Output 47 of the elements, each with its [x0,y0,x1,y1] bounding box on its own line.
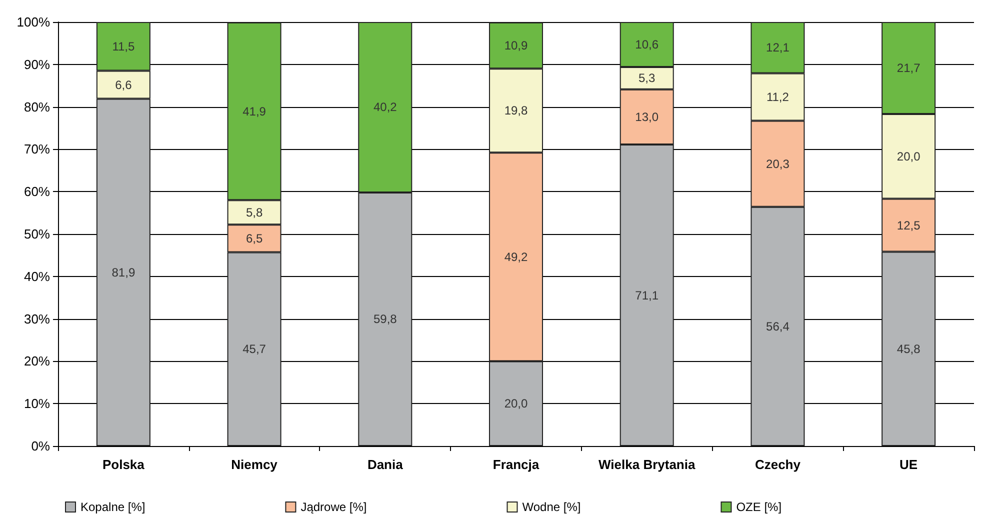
data-label: 41,9 [242,104,266,118]
y-tick-label: 10% [24,396,50,412]
legend-label: Wodne [%] [522,500,581,514]
y-tick-label: 50% [24,226,50,242]
data-label: 10,6 [635,37,659,52]
data-label: 71,1 [635,288,659,302]
data-label: 40,2 [373,100,398,114]
data-label: 13,0 [635,110,659,124]
data-label: 49,2 [504,250,528,264]
data-label: 10,9 [504,38,528,53]
x-tick-label: Dania [367,457,404,472]
y-tick-label: 0% [31,438,50,454]
data-label: 6,6 [115,78,132,92]
x-tick-label: Francja [492,457,540,472]
y-tick-label: 80% [24,99,50,114]
data-label: 20,0 [504,396,528,411]
legend-label: Kopalne [%] [80,500,146,514]
y-tick-label: 100% [16,14,50,30]
y-tick-label: 40% [24,268,50,284]
data-label: 12,5 [896,218,921,232]
y-tick-label: 70% [24,142,50,157]
data-label: 5,3 [638,71,656,86]
x-tick-label: Niemcy [231,457,278,472]
data-label: 19,8 [504,104,528,118]
data-label: 20,3 [766,156,790,171]
data-label: 21,7 [896,61,921,76]
y-tick-label: 60% [24,184,50,200]
data-label: 45,7 [242,342,266,356]
y-tick-label: 90% [24,56,50,72]
x-tick-label: UE [900,457,918,472]
x-tick-label: Czechy [754,457,802,472]
y-tick-label: 30% [24,311,50,326]
data-label: 12,1 [766,40,790,55]
y-tick-label: 20% [24,354,50,369]
data-label: 45,8 [896,342,921,356]
data-label: 11,2 [766,90,790,104]
legend-label: OZE [%] [736,500,782,514]
data-label: 20,0 [896,149,921,164]
data-label: 81,9 [112,265,136,280]
x-tick-label: Polska [102,457,146,472]
data-label: 6,5 [246,231,263,246]
x-tick-label: Wielka Brytania [598,457,696,472]
data-label: 59,8 [373,312,398,326]
data-label: 56,4 [766,319,790,334]
legend-label: Jądrowe [%] [300,500,367,514]
data-label: 5,8 [246,205,263,220]
data-label: 11,5 [112,39,135,54]
